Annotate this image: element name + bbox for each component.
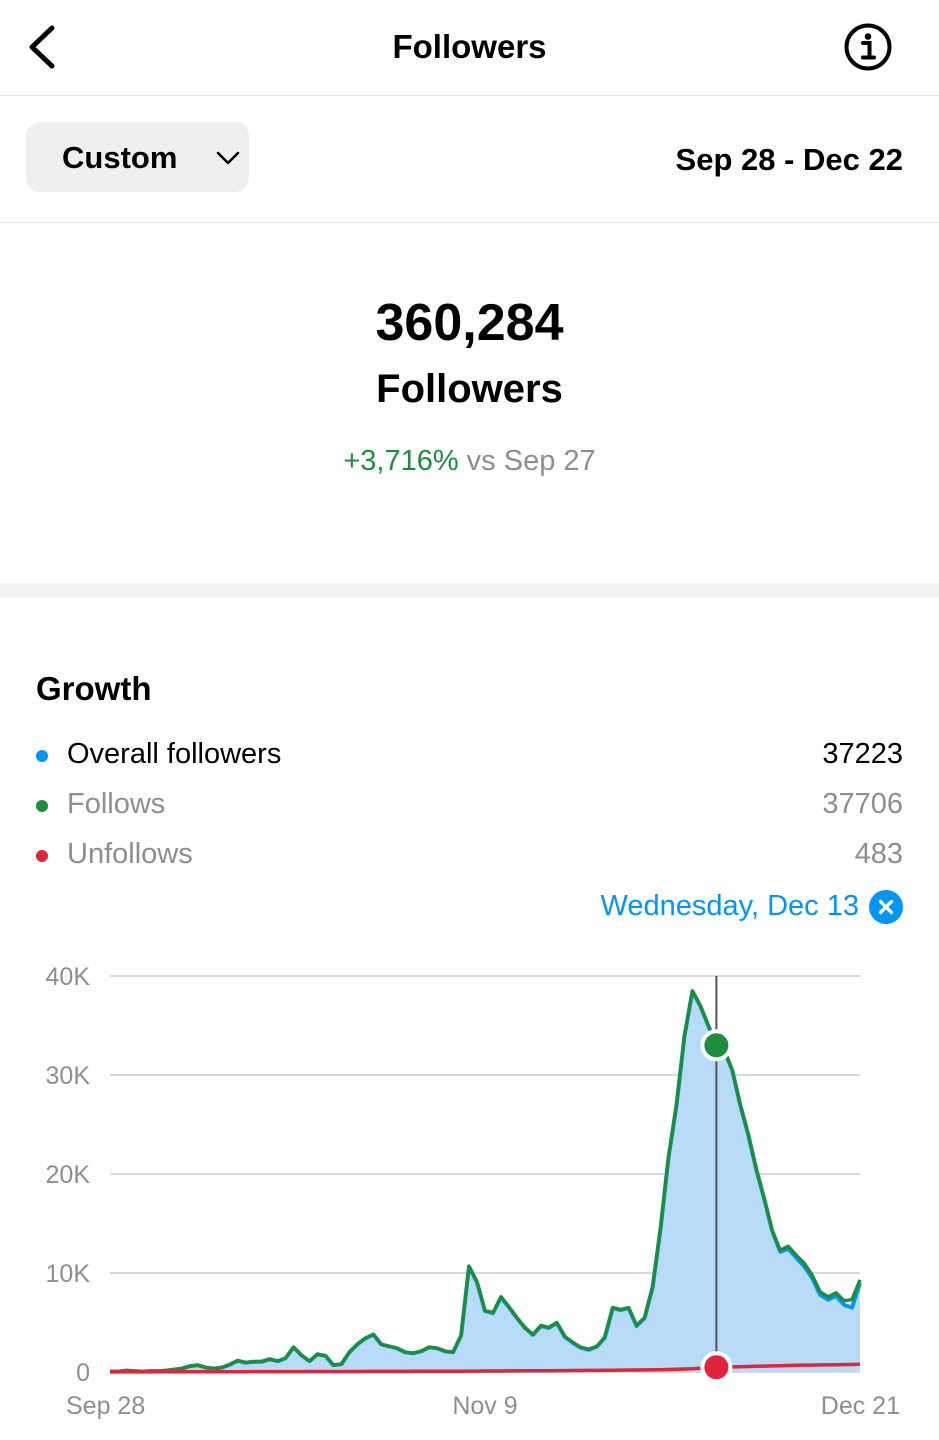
followers-total-label: Followers (376, 367, 563, 411)
y-tick-label: 20K (46, 1161, 91, 1189)
growth-title: Growth (36, 670, 152, 707)
chevron-down-icon (216, 151, 240, 165)
info-button[interactable] (843, 22, 893, 72)
y-tick-label: 40K (46, 963, 91, 991)
info-icon (844, 23, 892, 71)
overall-area (110, 991, 860, 1372)
followers-change: +3,716% vs Sep 27 (0, 445, 939, 478)
follows-line (110, 989, 862, 1374)
top-bar: Followers (0, 0, 939, 96)
change-percent: +3,716% (343, 445, 459, 477)
date-range-text: Sep 28 - Dec 22 (675, 142, 903, 177)
selection-markers (700, 1029, 733, 1384)
y-tick-label: 10K (46, 1260, 91, 1288)
legend-name: Unfollows (67, 838, 193, 870)
page-title: Followers (392, 28, 547, 65)
followers-summary: 360,284 Followers +3,716% vs Sep 27 (0, 223, 939, 583)
legend-dot-follows (36, 800, 48, 812)
date-range-label: Custom (62, 140, 178, 175)
y-tick-label: 30K (46, 1062, 91, 1090)
x-tick-label: Sep 28 (66, 1392, 145, 1420)
legend-dot-unfollows (36, 850, 48, 862)
unfollows-marker (700, 1351, 733, 1384)
clear-selection-button[interactable] (869, 890, 903, 924)
x-tick-label: Nov 9 (452, 1392, 517, 1420)
legend-dot-overall (36, 750, 48, 762)
chart-y-axis: 0 10K 20K 30K 40K (46, 963, 91, 1387)
legend-overall-followers[interactable]: Overall followers 37223 (0, 736, 939, 776)
legend-name: Overall followers (67, 738, 282, 770)
legend-value: 483 (854, 838, 903, 870)
legend-name: Follows (67, 788, 166, 820)
legend-value: 37706 (822, 788, 903, 820)
growth-chart[interactable]: 0 10K 20K 30K 40K Sep 28 Nov 9 Dec 21 (0, 950, 939, 1440)
change-comparison: vs Sep 27 (458, 445, 596, 477)
followers-total: 360,284 (375, 294, 564, 352)
chevron-left-icon (29, 25, 55, 69)
selected-date-label: Wednesday, Dec 13 (600, 890, 859, 922)
back-button[interactable] (22, 22, 66, 72)
selected-date-chip[interactable]: Wednesday, Dec 13 (573, 888, 903, 928)
date-range-bar: Custom Sep 28 - Dec 22 (0, 96, 939, 223)
x-tick-label: Dec 21 (821, 1392, 900, 1420)
legend-value: 37223 (822, 738, 903, 770)
unfollows-line (110, 1362, 861, 1374)
section-divider (0, 583, 939, 597)
date-range-dropdown[interactable]: Custom (26, 122, 249, 192)
legend-follows[interactable]: Follows 37706 (0, 786, 939, 826)
follows-marker (700, 1029, 733, 1062)
y-tick-label: 0 (76, 1359, 90, 1387)
chart-x-axis: Sep 28 Nov 9 Dec 21 (66, 1392, 900, 1420)
legend-unfollows[interactable]: Unfollows 483 (0, 836, 939, 876)
close-icon (878, 899, 894, 915)
